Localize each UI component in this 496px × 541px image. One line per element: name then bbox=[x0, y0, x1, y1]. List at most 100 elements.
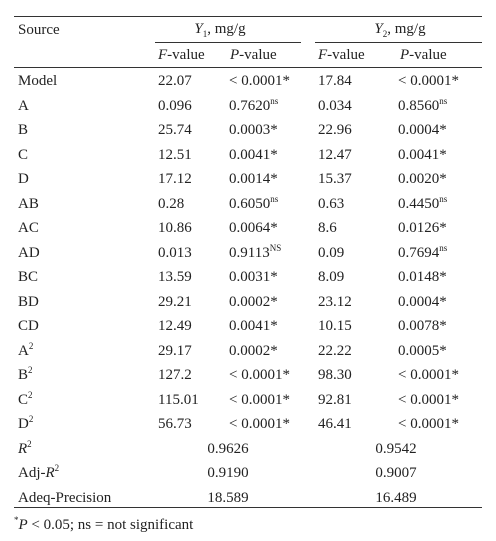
text-segment: 0.0004* bbox=[398, 122, 447, 138]
text-segment: 0.096 bbox=[158, 97, 192, 114]
row-source: B2 bbox=[18, 366, 33, 384]
row-source: D bbox=[18, 170, 29, 188]
text-segment: D bbox=[18, 171, 29, 187]
f-value: 98.30 bbox=[318, 366, 352, 384]
text-segment: 56.73 bbox=[158, 416, 192, 432]
text-segment: 127.2 bbox=[158, 367, 192, 383]
text-segment: 0.9113 bbox=[229, 244, 270, 261]
y1-rule bbox=[155, 42, 301, 43]
text-segment: 0.63 bbox=[318, 195, 345, 212]
f-value: 15.37 bbox=[318, 170, 352, 188]
text-segment: 0.0041* bbox=[229, 146, 278, 163]
p-value: 0.0002* bbox=[229, 293, 278, 311]
p-value: 0.0020* bbox=[398, 170, 447, 188]
p-value: 0.0004* bbox=[398, 293, 447, 311]
f-value: 22.07 bbox=[158, 72, 192, 90]
text-segment: 15.37 bbox=[318, 171, 352, 187]
p-value: 0.0041* bbox=[229, 317, 278, 335]
header-f-value: F-value bbox=[318, 46, 365, 64]
row-source: Adj-R2 bbox=[18, 464, 59, 482]
text-segment: < 0.0001* bbox=[398, 367, 459, 383]
f-value: 13.59 bbox=[158, 268, 192, 286]
y2-rule bbox=[315, 42, 482, 43]
text-segment: 12.49 bbox=[158, 318, 192, 334]
header-f-value: F-value bbox=[158, 46, 205, 64]
row-source: Model bbox=[18, 72, 57, 90]
p-value: 0.0002* bbox=[229, 342, 278, 360]
f-value: 22.96 bbox=[318, 121, 352, 139]
italic-segment: F bbox=[158, 47, 168, 63]
f-value: 29.21 bbox=[158, 293, 192, 311]
f-value: 127.2 bbox=[158, 366, 192, 384]
text-segment: 0.0005* bbox=[398, 342, 447, 359]
text-segment: < 0.0001* bbox=[398, 73, 459, 89]
italic-segment: P bbox=[400, 47, 410, 63]
p-value: 0.0005* bbox=[398, 342, 447, 360]
text-segment: 0.8560 bbox=[398, 97, 440, 114]
header-rule bbox=[14, 67, 482, 68]
text-segment: 17.84 bbox=[318, 73, 352, 89]
italic-segment: Y bbox=[374, 21, 383, 37]
superscript: 2 bbox=[28, 340, 34, 351]
text-segment: 0.0002* bbox=[229, 293, 278, 310]
header-p-value: P-value bbox=[230, 46, 277, 64]
header-y2: Y2, mg/g bbox=[374, 20, 425, 39]
text-segment: 16.489 bbox=[375, 489, 417, 506]
f-value: 29.17 bbox=[158, 342, 192, 360]
text-segment: BD bbox=[18, 293, 39, 310]
text-segment: 115.01 bbox=[158, 391, 199, 408]
f-value: 0.013 bbox=[158, 244, 192, 262]
f-value: 12.51 bbox=[158, 146, 192, 164]
p-value: < 0.0001* bbox=[398, 391, 459, 409]
f-value: 0.28 bbox=[158, 195, 184, 213]
text-segment: 29.17 bbox=[158, 342, 192, 359]
italic-segment: P bbox=[18, 517, 28, 533]
superscript: 2 bbox=[28, 365, 33, 375]
p-value: 0.7694ns bbox=[398, 242, 448, 262]
text-segment: 12.51 bbox=[158, 146, 192, 163]
f-value: 23.12 bbox=[318, 293, 352, 311]
p-value: 0.0041* bbox=[229, 146, 278, 164]
text-segment: 0.0014* bbox=[229, 171, 278, 187]
p-value: 0.0003* bbox=[229, 121, 278, 139]
top-rule bbox=[14, 16, 482, 17]
p-value: 0.0014* bbox=[229, 170, 278, 188]
text-segment: < 0.0001* bbox=[229, 416, 290, 432]
text-segment: 46.41 bbox=[318, 416, 352, 432]
text-segment: 0.0031* bbox=[229, 269, 278, 285]
text-segment: < 0.0001* bbox=[229, 367, 290, 383]
superscript: ns bbox=[439, 242, 448, 253]
text-segment: 0.9626 bbox=[207, 440, 249, 457]
text-segment: 22.07 bbox=[158, 73, 192, 89]
superscript: ns bbox=[439, 193, 448, 204]
p-value: < 0.0001* bbox=[229, 72, 290, 90]
text-segment: Adeq-Precision bbox=[18, 489, 112, 506]
italic-segment: F bbox=[318, 47, 328, 63]
header-y1: Y1, mg/g bbox=[194, 20, 245, 39]
text-segment: 0.0004* bbox=[398, 293, 447, 310]
row-source: C2 bbox=[18, 390, 33, 409]
text-segment: 22.96 bbox=[318, 122, 352, 138]
text-segment: 10.15 bbox=[318, 318, 352, 334]
fit-value: 0.9190 bbox=[207, 464, 248, 482]
text-segment: C bbox=[18, 391, 29, 408]
header-source: Source bbox=[18, 22, 60, 38]
text-segment: 12.47 bbox=[318, 146, 352, 163]
p-value: < 0.0001* bbox=[398, 415, 459, 433]
p-value: 0.9113NS bbox=[229, 243, 281, 262]
superscript: ns bbox=[270, 193, 279, 204]
row-source: Adeq-Precision bbox=[18, 489, 111, 507]
subscript: 1 bbox=[202, 29, 208, 39]
italic-segment: R bbox=[18, 440, 28, 457]
text-segment: 10.86 bbox=[158, 220, 192, 236]
header-p-value: P-value bbox=[400, 46, 447, 64]
p-value: 0.0064* bbox=[229, 219, 278, 237]
p-value: 0.0004* bbox=[398, 121, 447, 139]
superscript: ns bbox=[270, 95, 279, 106]
f-value: 8.09 bbox=[318, 268, 344, 286]
text-segment: 0.034 bbox=[318, 97, 352, 114]
text-segment: 0.0126* bbox=[398, 220, 447, 236]
row-source: AD bbox=[18, 244, 40, 262]
text-segment: A bbox=[18, 342, 29, 359]
text-segment: 0.0003* bbox=[229, 122, 278, 138]
